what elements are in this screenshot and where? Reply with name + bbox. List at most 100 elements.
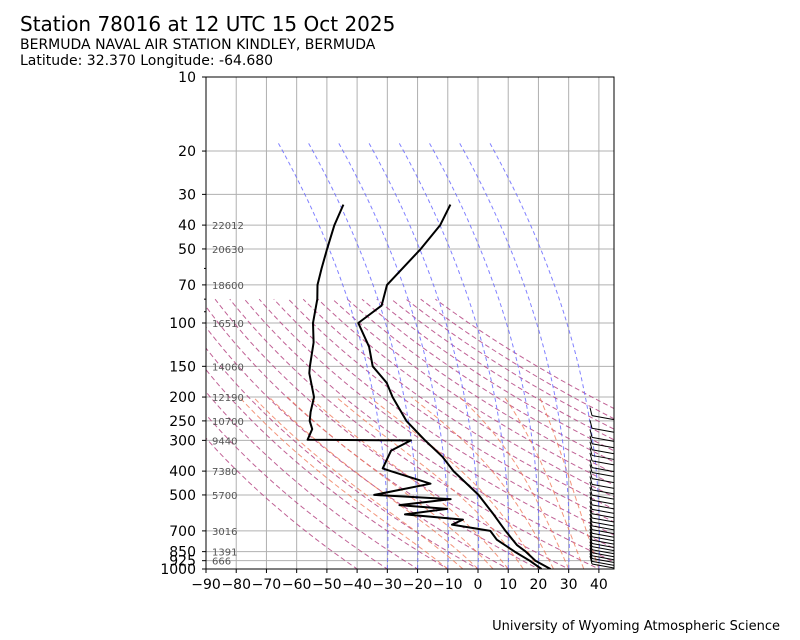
wind-barb <box>591 525 615 531</box>
wind-barb-flag <box>589 513 593 523</box>
moist-adiabat <box>503 396 585 569</box>
wind-barb-flag <box>589 459 593 468</box>
moist-adiabat <box>335 396 524 569</box>
height-label: 666 <box>212 557 231 568</box>
y-tick-label: 30 <box>178 187 196 203</box>
wind-barb <box>591 563 615 569</box>
dry-adiabat <box>405 298 614 430</box>
wind-barb-flag <box>589 528 593 537</box>
wind-barb-flag <box>589 505 593 514</box>
x-tick-label: 0 <box>474 577 483 593</box>
x-axis: −90 −80 −70 −60 −50 −40 −30 −20 −10 0 10 20 30 40 <box>191 569 608 593</box>
wind-barb <box>591 436 615 442</box>
height-label: 9440 <box>212 436 237 447</box>
wind-barb-flag <box>589 509 593 519</box>
y-tick-label: 700 <box>169 524 196 540</box>
wind-barb <box>591 517 615 523</box>
height-label: 10700 <box>212 417 244 428</box>
wind-barb <box>591 532 615 538</box>
wind-barb-flag <box>589 464 593 473</box>
wind-barb <box>591 489 615 495</box>
mixing-ratio-line <box>427 141 540 569</box>
height-label: 14060 <box>212 362 244 373</box>
x-tick-label: −50 <box>312 577 342 593</box>
wind-barb-flag <box>589 550 593 559</box>
mixing-ratio-line <box>367 141 480 569</box>
moist-adiabat <box>239 396 449 569</box>
height-label: 18600 <box>212 281 244 292</box>
wind-barb-flag <box>589 553 593 562</box>
dry-adiabat <box>206 391 419 569</box>
wind-barb-flag <box>589 447 593 456</box>
wind-barb <box>591 521 615 527</box>
moist-adiabat <box>252 396 464 569</box>
dry-adiabat <box>288 298 614 523</box>
wind-barb-flag <box>589 481 593 490</box>
wind-barb-flag <box>589 544 593 553</box>
wind-barb-flag <box>589 541 593 550</box>
wind-barb-flag <box>589 429 593 438</box>
wind-barb-flag <box>589 532 593 541</box>
dry-adiabat <box>435 298 614 410</box>
wind-barb-flag <box>589 476 593 485</box>
y-tick-label: 1000 <box>160 562 196 578</box>
wind-barb-flag <box>589 501 593 510</box>
dry-adiabat <box>317 298 614 498</box>
wind-barb-flag <box>589 521 593 530</box>
moist-adiabat <box>309 396 509 569</box>
wind-barb <box>591 508 615 514</box>
mixing-ratio-line <box>458 141 570 569</box>
x-tick-label: 30 <box>560 577 578 593</box>
y-tick-label: 300 <box>169 433 196 449</box>
dry-adiabat <box>302 298 614 510</box>
wind-barb-flag <box>589 435 593 444</box>
wind-barb <box>591 536 615 542</box>
wind-barb-flag <box>589 441 593 450</box>
wind-barb <box>591 542 615 548</box>
height-label: 20630 <box>212 245 244 256</box>
y-tick-label: 40 <box>178 218 196 234</box>
y-tick-label: 50 <box>178 242 196 258</box>
wind-barb-flag <box>589 420 593 429</box>
height-label: 1391 <box>212 548 237 559</box>
moist-adiabat <box>287 396 494 569</box>
dry-adiabat <box>332 298 614 486</box>
x-tick-label: −80 <box>221 577 251 593</box>
y-tick-label: 200 <box>169 390 196 406</box>
grid <box>205 76 614 570</box>
station-location: Latitude: 32.370 Longitude: -64.680 <box>20 53 274 69</box>
height-label: 5700 <box>212 491 237 502</box>
x-tick-label: 40 <box>590 577 608 593</box>
y-tick-label: 400 <box>169 464 196 480</box>
wind-barb <box>591 460 615 466</box>
moist-adiabat <box>410 396 555 569</box>
y-tick-label: 250 <box>169 414 196 430</box>
dry-adiabat <box>258 298 614 549</box>
wind-barb <box>591 494 615 500</box>
dry-adiabat <box>420 298 614 420</box>
wind-barb <box>591 499 615 505</box>
dry-adiabat <box>214 298 570 569</box>
y-tick-label: 850 <box>169 545 196 561</box>
x-tick-label: −70 <box>252 577 282 593</box>
dry-adiabat <box>376 298 614 452</box>
dry-adiabat <box>206 326 510 569</box>
dry-adiabat <box>273 298 614 536</box>
wind-barb-flag <box>589 407 593 416</box>
y-tick-label: 500 <box>169 488 196 504</box>
y-tick-label: 10 <box>178 70 196 86</box>
wind-barb <box>591 549 615 555</box>
wind-barb <box>591 454 615 460</box>
wind-barb <box>591 529 615 535</box>
x-tick-label: −30 <box>373 577 403 593</box>
x-tick-label: −10 <box>433 577 463 593</box>
wind-barb-flag <box>589 491 593 501</box>
dry-adiabat <box>206 347 479 569</box>
x-tick-label: −90 <box>191 577 221 593</box>
wind-barb <box>591 560 615 566</box>
wind-barb <box>591 483 615 489</box>
credit-text: University of Wyoming Atmospheric Scienc… <box>492 619 780 634</box>
dry-adiabat <box>229 298 601 569</box>
height-label: 22012 <box>212 221 244 232</box>
